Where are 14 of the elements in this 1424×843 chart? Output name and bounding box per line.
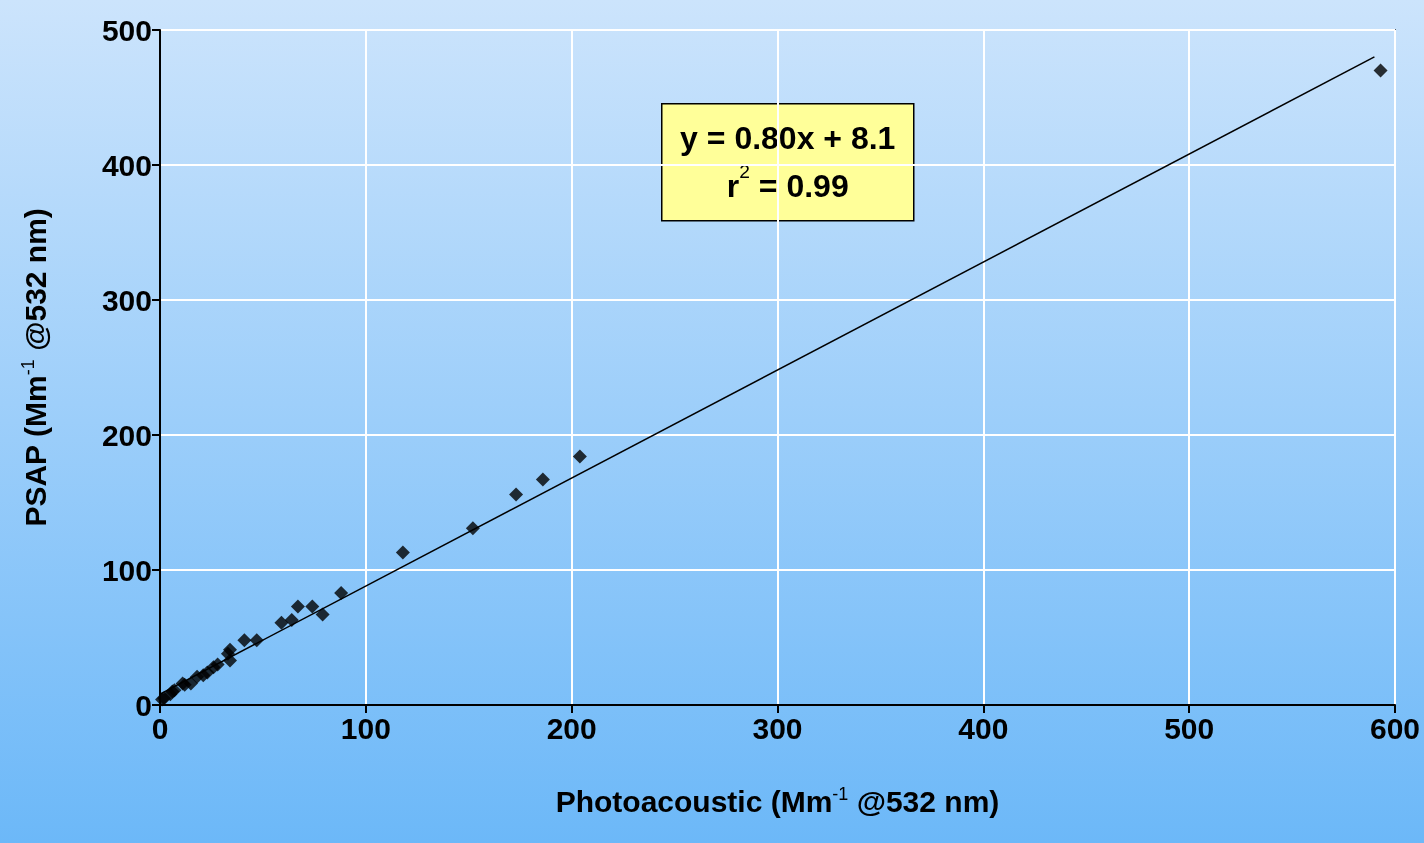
y-axis-title: PSAP (Mm-1 @532 nm) xyxy=(18,208,52,527)
x-tick-label: 500 xyxy=(1164,711,1215,745)
x-tick-label: 300 xyxy=(752,711,803,745)
y-tick-label: 300 xyxy=(101,283,152,317)
y-tick-label: 400 xyxy=(101,148,152,182)
x-tick-label: 200 xyxy=(546,711,597,745)
x-tick-label: 100 xyxy=(340,711,391,745)
x-tick-label: 600 xyxy=(1369,711,1421,745)
y-tick-label: 0 xyxy=(135,688,152,722)
y-tick-label: 200 xyxy=(101,418,152,452)
y-tick-label: 100 xyxy=(101,553,152,587)
annotation: y = 0.80x + 8.1 xyxy=(680,119,896,156)
x-tick-label: 400 xyxy=(958,711,1009,745)
y-tick-label: 500 xyxy=(101,13,152,47)
